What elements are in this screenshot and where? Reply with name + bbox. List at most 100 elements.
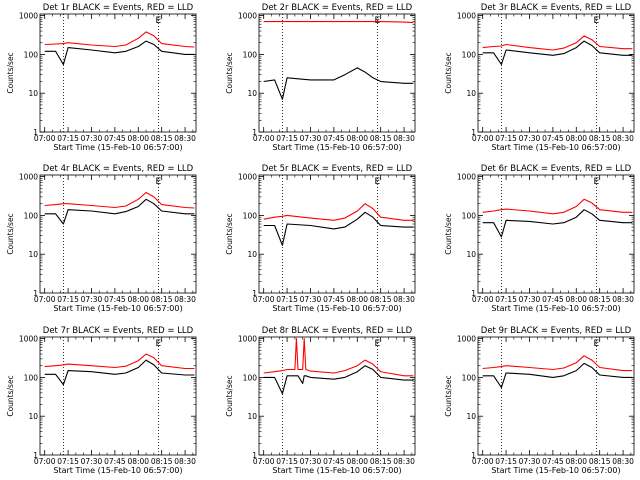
y-tick-label: 1 — [252, 451, 257, 460]
corner-mark: E — [594, 16, 600, 26]
y-axis-label: Counts/sec — [225, 213, 234, 254]
y-tick-label: 100 — [243, 50, 258, 59]
plot-frame — [258, 336, 416, 456]
x-tick-label: 07:45 — [323, 457, 345, 466]
y-axis-label: Counts/sec — [225, 52, 234, 93]
y-tick-label: 100 — [243, 373, 258, 382]
x-tick-label: 07:45 — [104, 134, 126, 143]
x-tick-label: 07:30 — [519, 134, 541, 143]
y-tick-label: 10 — [247, 89, 257, 98]
x-tick-label: 07:45 — [542, 134, 564, 143]
y-tick-label: 10 — [247, 412, 257, 421]
y-tick-label: 100 — [24, 211, 39, 220]
events-series-line — [44, 359, 195, 386]
y-tick-label: 1000 — [238, 12, 257, 21]
x-tick-label: 07:15 — [276, 295, 298, 304]
x-tick-label: 08:00 — [127, 457, 149, 466]
panel-title: Det 8r BLACK = Events, RED = LLD — [262, 326, 413, 336]
x-axis-label: Start Time (15-Feb-10 06:57:00) — [491, 304, 620, 313]
x-tick-label: 07:00 — [472, 134, 494, 143]
x-tick-label: 07:00 — [34, 295, 56, 304]
y-tick-label: 1000 — [19, 173, 38, 182]
x-tick-label: 08:15 — [151, 134, 173, 143]
y-tick-label: 10 — [466, 250, 476, 259]
x-tick-label: 07:30 — [300, 134, 322, 143]
lld-series-line — [263, 203, 414, 221]
x-axis-label: Start Time (15-Feb-10 06:57:00) — [272, 143, 401, 152]
events-series-line — [482, 362, 633, 389]
detector-panel: Det 9r BLACK = Events, RED = LLD 1 10 100 10… — [444, 326, 635, 475]
lld-series-line — [44, 31, 195, 48]
y-tick-label: 10 — [466, 412, 476, 421]
x-tick-label: 08:30 — [612, 295, 634, 304]
x-tick-label: 08:00 — [346, 457, 368, 466]
y-tick-label: 1 — [471, 289, 476, 298]
x-tick-label: 08:15 — [589, 134, 611, 143]
corner-mark: E — [594, 339, 600, 349]
x-tick-label: 07:15 — [57, 457, 79, 466]
y-axis-label: Counts/sec — [225, 375, 234, 416]
x-tick-label: 07:45 — [323, 295, 345, 304]
x-tick-label: 07:00 — [472, 295, 494, 304]
y-axis-label: Counts/sec — [6, 213, 15, 254]
events-series-line — [263, 211, 414, 246]
detector-panel: Det 2r BLACK = Events, RED = LLD 1 10 100 10… — [225, 3, 416, 152]
x-tick-label: 07:30 — [81, 295, 103, 304]
y-tick-label: 10 — [466, 89, 476, 98]
x-axis-label: Start Time (15-Feb-10 06:57:00) — [491, 466, 620, 475]
detector-panel: Det 4r BLACK = Events, RED = LLD 1 10 100 10… — [6, 164, 197, 313]
events-series-line — [482, 209, 633, 238]
lld-series-line — [44, 353, 195, 370]
x-tick-label: 08:15 — [589, 295, 611, 304]
x-tick-label: 08:00 — [127, 134, 149, 143]
x-tick-label: 08:30 — [174, 295, 196, 304]
y-tick-label: 100 — [462, 373, 477, 382]
x-tick-label: 07:15 — [57, 134, 79, 143]
panel-title: Det 9r BLACK = Events, RED = LLD — [481, 326, 632, 336]
y-axis-label: Counts/sec — [444, 213, 453, 254]
panel-title: Det 3r BLACK = Events, RED = LLD — [481, 3, 632, 13]
y-tick-label: 1 — [471, 451, 476, 460]
x-tick-label: 08:15 — [370, 457, 392, 466]
x-tick-label: 07:15 — [495, 457, 517, 466]
x-tick-label: 07:45 — [323, 134, 345, 143]
y-axis-label: Counts/sec — [6, 375, 15, 416]
y-tick-label: 1000 — [238, 335, 257, 344]
x-tick-label: 07:00 — [253, 457, 275, 466]
x-axis-label: Start Time (15-Feb-10 06:57:00) — [53, 466, 182, 475]
detector-panel: Det 5r BLACK = Events, RED = LLD 1 10 100 10… — [225, 164, 416, 313]
corner-mark: E — [375, 339, 381, 349]
x-tick-label: 07:30 — [300, 295, 322, 304]
x-tick-label: 08:00 — [346, 295, 368, 304]
x-tick-label: 07:45 — [542, 295, 564, 304]
x-tick-label: 07:30 — [300, 457, 322, 466]
y-tick-label: 1000 — [238, 173, 257, 182]
x-tick-label: 08:30 — [174, 134, 196, 143]
x-tick-label: 08:30 — [393, 457, 415, 466]
corner-mark: E — [375, 16, 381, 26]
y-tick-label: 10 — [28, 89, 38, 98]
x-axis-label: Start Time (15-Feb-10 06:57:00) — [53, 304, 182, 313]
y-tick-label: 100 — [243, 211, 258, 220]
y-tick-label: 1 — [252, 289, 257, 298]
x-tick-label: 07:30 — [81, 457, 103, 466]
y-tick-label: 100 — [24, 50, 39, 59]
lld-series-line — [44, 191, 195, 209]
panel-title: Det 4r BLACK = Events, RED = LLD — [43, 164, 194, 174]
x-tick-label: 07:30 — [519, 457, 541, 466]
x-tick-label: 08:00 — [127, 295, 149, 304]
events-series-line — [482, 40, 633, 66]
lld-series-line — [482, 35, 633, 51]
events-series-line — [44, 40, 195, 66]
x-tick-label: 07:15 — [495, 134, 517, 143]
x-tick-label: 08:30 — [174, 457, 196, 466]
events-series-line — [44, 198, 195, 225]
x-tick-label: 08:15 — [370, 134, 392, 143]
plot-frame — [477, 174, 635, 294]
x-tick-label: 08:00 — [565, 134, 587, 143]
detector-panel: Det 1r BLACK = Events, RED = LLD 1 10 100 10… — [6, 3, 197, 152]
x-tick-label: 08:00 — [565, 295, 587, 304]
panel-title: Det 5r BLACK = Events, RED = LLD — [262, 164, 413, 174]
x-tick-label: 08:15 — [370, 295, 392, 304]
x-tick-label: 07:00 — [253, 134, 275, 143]
